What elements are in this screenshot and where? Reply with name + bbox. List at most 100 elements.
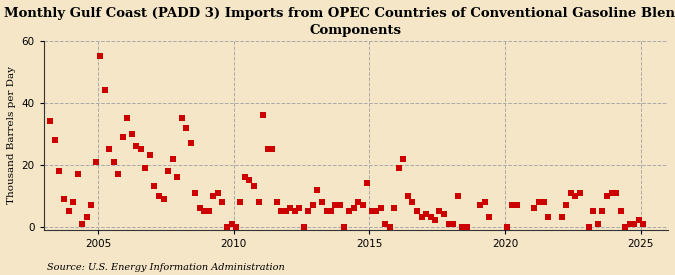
Point (203, 209, 214, 213)
Point (271, 200, 282, 204)
Point (317, 200, 327, 204)
Point (208, 194, 219, 198)
Point (136, 147, 146, 152)
Point (253, 200, 264, 204)
Point (140, 166, 151, 170)
Title: Monthly Gulf Coast (PADD 3) Imports from OPEC Countries of Conventional Gasoline: Monthly Gulf Coast (PADD 3) Imports from… (4, 7, 675, 37)
Point (244, 178, 255, 182)
Point (158, 197, 169, 201)
Point (367, 209, 377, 213)
Point (190, 190, 200, 195)
Point (217, 200, 227, 204)
Point (59, 197, 70, 201)
Point (303, 209, 314, 213)
Point (407, 200, 418, 204)
Point (448, 221, 458, 226)
Point (339, 224, 350, 229)
Point (633, 218, 644, 223)
Point (430, 218, 441, 223)
Point (593, 221, 603, 226)
Point (583, 224, 594, 229)
Point (556, 215, 567, 220)
Point (539, 200, 549, 204)
Point (45, 119, 56, 123)
Point (230, 224, 241, 229)
Point (321, 209, 332, 213)
Point (167, 156, 178, 161)
Point (330, 203, 341, 207)
Point (77, 221, 88, 226)
Point (325, 209, 336, 213)
Point (416, 215, 427, 220)
Point (290, 209, 300, 213)
Point (122, 116, 133, 120)
Point (566, 190, 576, 195)
Point (298, 224, 309, 229)
Point (502, 224, 513, 229)
Point (348, 206, 359, 210)
Point (312, 187, 323, 192)
Point (452, 194, 463, 198)
Point (601, 194, 612, 198)
Point (113, 172, 124, 176)
Point (131, 144, 142, 148)
Point (389, 206, 400, 210)
Point (54, 169, 65, 173)
Point (176, 116, 187, 120)
Point (624, 221, 635, 226)
Point (104, 147, 115, 152)
Point (638, 221, 649, 226)
Point (402, 194, 413, 198)
Point (186, 141, 196, 145)
Point (375, 206, 386, 210)
Point (344, 209, 354, 213)
Point (63, 209, 74, 213)
Point (149, 184, 160, 189)
Point (294, 206, 305, 210)
Point (50, 138, 61, 142)
Point (221, 224, 232, 229)
Point (628, 221, 639, 226)
Point (154, 194, 165, 198)
Point (352, 200, 363, 204)
Point (439, 212, 450, 216)
Point (561, 203, 572, 207)
Point (384, 224, 395, 229)
Point (240, 175, 250, 179)
Point (81, 215, 92, 220)
Point (606, 190, 617, 195)
Point (199, 209, 210, 213)
Point (570, 194, 580, 198)
Point (394, 166, 404, 170)
Point (620, 224, 630, 229)
Point (117, 135, 128, 139)
Point (90, 160, 101, 164)
Point (506, 203, 517, 207)
Point (457, 224, 468, 229)
Point (181, 125, 192, 130)
Point (371, 209, 381, 213)
Point (610, 190, 621, 195)
Point (308, 203, 319, 207)
Point (285, 206, 296, 210)
Point (213, 190, 223, 195)
Point (443, 221, 454, 226)
Point (615, 209, 626, 213)
Text: Source: U.S. Energy Information Administration: Source: U.S. Energy Information Administ… (47, 263, 285, 272)
Point (144, 153, 155, 158)
Point (380, 221, 391, 226)
Point (357, 203, 368, 207)
Point (280, 209, 291, 213)
Point (172, 175, 183, 179)
Point (68, 200, 78, 204)
Point (276, 209, 287, 213)
Point (99, 88, 110, 93)
Point (461, 224, 472, 229)
Point (484, 215, 495, 220)
Point (86, 203, 97, 207)
Point (574, 190, 585, 195)
Point (194, 206, 205, 210)
Point (108, 160, 119, 164)
Point (479, 200, 490, 204)
Y-axis label: Thousand Barrels per Day: Thousand Barrels per Day (7, 66, 16, 204)
